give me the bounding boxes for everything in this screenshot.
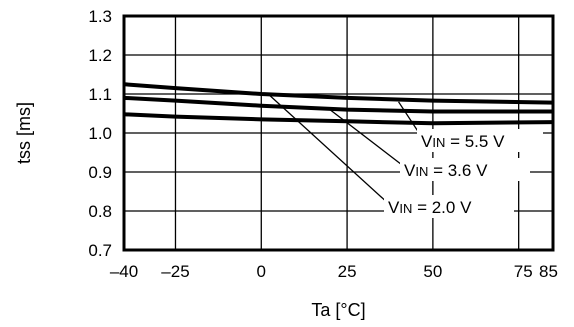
y-axis-label: tss [ms] bbox=[14, 102, 34, 164]
annotations: VIN = 5.5 V VIN = 3.6 V VIN = 2.0 V bbox=[267, 93, 543, 218]
annotation-label: VIN = 5.5 V bbox=[421, 132, 505, 151]
annotation-leader bbox=[267, 93, 391, 206]
series-lines bbox=[123, 82, 554, 126]
annotation-label: VIN = 2.0 V bbox=[388, 198, 472, 217]
x-tick-label: –25 bbox=[161, 262, 189, 281]
series-line bbox=[123, 112, 554, 126]
x-tick-label: –40 bbox=[110, 262, 138, 281]
y-tick-label: 1.1 bbox=[88, 85, 112, 104]
x-tick-label: 75 bbox=[514, 262, 533, 281]
x-tick-label: 85 bbox=[539, 262, 558, 281]
y-tick-label: 1.2 bbox=[88, 46, 112, 65]
plot-frame bbox=[122, 14, 555, 252]
annotation-backdrop bbox=[400, 158, 530, 181]
x-tick-label: 50 bbox=[423, 262, 442, 281]
y-tick-label: 1.0 bbox=[88, 124, 112, 143]
x-tick-label: 0 bbox=[257, 262, 266, 281]
y-tick-label: 0.9 bbox=[88, 163, 112, 182]
y-tick-label: 0.7 bbox=[88, 241, 112, 260]
series-line bbox=[123, 95, 553, 114]
series-line bbox=[123, 82, 554, 105]
x-tick-label: 25 bbox=[338, 262, 357, 281]
annotation-backdrop bbox=[417, 129, 543, 152]
annotation-label: VIN = 3.6 V bbox=[404, 161, 488, 180]
annotation-leader bbox=[329, 109, 407, 169]
annotation-backdrop bbox=[384, 195, 514, 218]
x-axis-label: Ta [°C] bbox=[311, 300, 365, 320]
x-tick-labels: –40 –25 0 25 50 75 85 bbox=[110, 262, 558, 281]
y-tick-labels: 0.7 0.8 0.9 1.0 1.1 1.2 1.3 bbox=[88, 7, 112, 260]
y-tick-label: 1.3 bbox=[88, 7, 112, 26]
y-tick-label: 0.8 bbox=[88, 202, 112, 221]
